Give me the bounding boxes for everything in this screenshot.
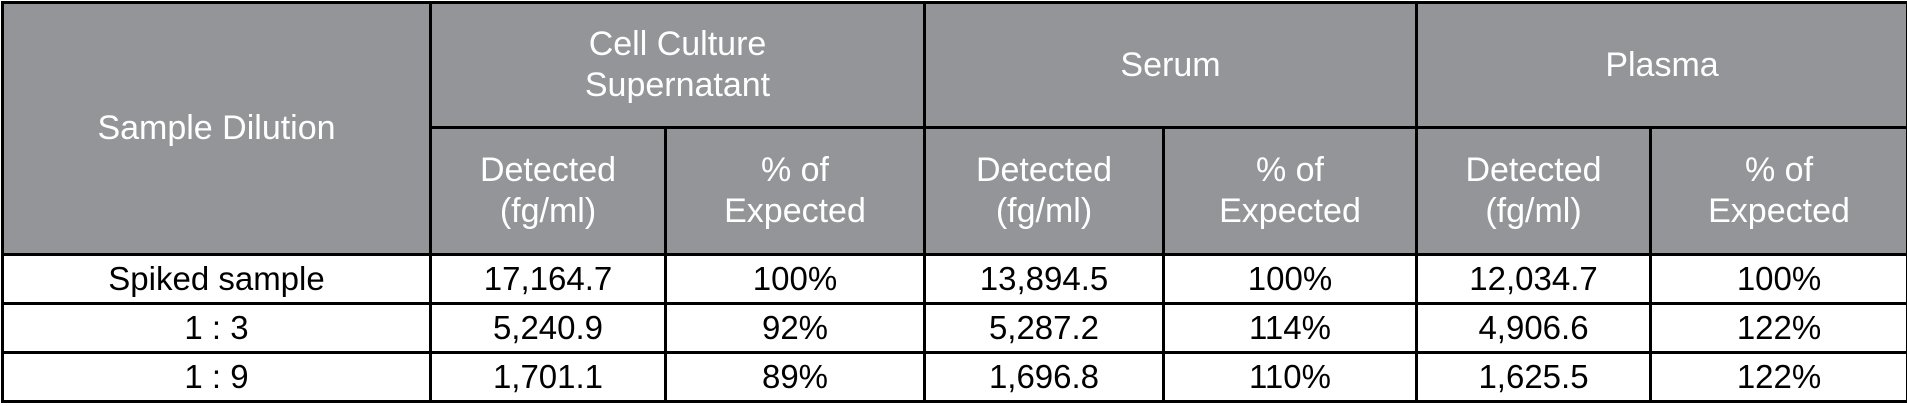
group-header: Cell Culture Supernatant <box>431 3 925 128</box>
header-text: Sample Dilution <box>4 108 429 149</box>
column-header: % of Expected <box>1651 128 1907 255</box>
data-cell: 92% <box>666 304 925 353</box>
data-cell: 17,164.7 <box>431 255 666 304</box>
column-title: Detected (fg/ml) <box>463 150 633 232</box>
group-title: Serum <box>1021 45 1321 86</box>
data-cell: 1,625.5 <box>1417 353 1651 402</box>
data-cell: 100% <box>1164 255 1417 304</box>
data-cell: 122% <box>1651 304 1907 353</box>
data-cell: 12,034.7 <box>1417 255 1651 304</box>
data-cell: 13,894.5 <box>925 255 1164 304</box>
group-header: Serum <box>925 3 1417 128</box>
group-title: Plasma <box>1512 45 1812 86</box>
data-cell: 1,696.8 <box>925 353 1164 402</box>
column-title: % of Expected <box>1205 150 1375 232</box>
group-title: Cell Culture Supernatant <box>528 24 828 106</box>
data-cell: 114% <box>1164 304 1417 353</box>
data-cell: 110% <box>1164 353 1417 402</box>
column-title: % of Expected <box>1694 150 1864 232</box>
column-header: Detected (fg/ml) <box>1417 128 1651 255</box>
row-label: 1 : 9 <box>3 353 431 402</box>
column-header: % of Expected <box>666 128 925 255</box>
column-header: Detected (fg/ml) <box>925 128 1164 255</box>
table-header: Sample Dilution Cell Culture Supernatant S… <box>3 3 1907 255</box>
data-cell: 5,287.2 <box>925 304 1164 353</box>
data-cell: 100% <box>1651 255 1907 304</box>
column-title: Detected (fg/ml) <box>959 150 1129 232</box>
data-cell: 122% <box>1651 353 1907 402</box>
column-header: Detected (fg/ml) <box>431 128 666 255</box>
group-header: Plasma <box>1417 3 1907 128</box>
data-cell: 89% <box>666 353 925 402</box>
column-title: % of Expected <box>710 150 880 232</box>
column-header: % of Expected <box>1164 128 1417 255</box>
data-cell: 100% <box>666 255 925 304</box>
row-label: Spiked sample <box>3 255 431 304</box>
data-cell: 4,906.6 <box>1417 304 1651 353</box>
column-title: Detected (fg/ml) <box>1449 150 1619 232</box>
data-cell: 5,240.9 <box>431 304 666 353</box>
row-label: 1 : 3 <box>3 304 431 353</box>
data-cell: 1,701.1 <box>431 353 666 402</box>
header-cell: Sample Dilution <box>3 3 431 255</box>
